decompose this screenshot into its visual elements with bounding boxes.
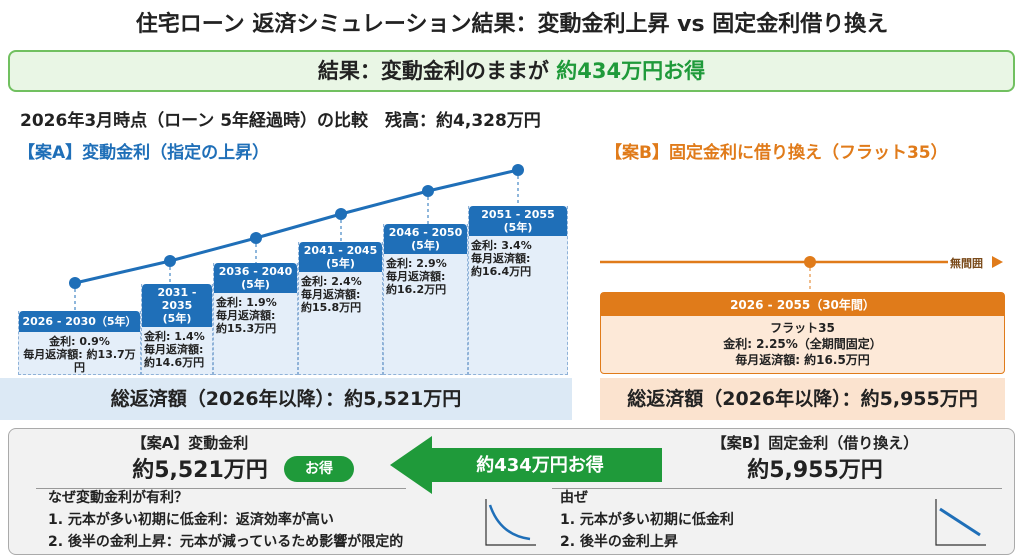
reason-heading: 由ぜ	[560, 490, 588, 506]
savings-badge: お得	[284, 456, 354, 482]
step-rate: 金利: 2.4%	[301, 275, 362, 288]
step-monthly: 約13.7万円	[74, 348, 136, 374]
plan-b-product: フラット35	[770, 321, 835, 335]
result-highlight: 約434万円お得	[556, 59, 706, 83]
step-2036-2040: 2036 - 2040 (5年) 金利: 1.9% 毎月返済額: 約15.3万円	[213, 263, 298, 375]
step-rate: 金利: 2.9%	[386, 257, 447, 270]
comparison-subtitle: 2026年3月時点（ローン 5年経過時）の比較 残高：約4,328万円	[20, 111, 541, 131]
reason-item: 2. 後半の金利上昇	[560, 534, 678, 550]
step-years: (5年)	[162, 312, 192, 325]
reason-item: 1. 元本が多い初期に低金利：返済効率が高い	[48, 512, 334, 528]
step-monthly-label: 毎月返済額:	[216, 309, 276, 322]
plan-a-total: 総返済額（2026年以降）：約5,521万円	[0, 378, 572, 420]
step-monthly: 約15.3万円	[216, 322, 277, 335]
savings-arrow-label: 約434万円お得	[476, 455, 604, 476]
step-years: (5年)	[411, 239, 440, 252]
step-period: 2046 - 2050	[388, 226, 463, 239]
step-period: 2031 - 2035	[157, 286, 197, 312]
step-rate: 金利: 1.9%	[216, 296, 277, 309]
step-rate: 金利: 0.9%	[49, 335, 110, 348]
summary-b-amount: 約5,955万円	[747, 458, 883, 483]
step-years: (5年)	[326, 257, 355, 270]
step-monthly-label: 毎月返済額:	[23, 348, 83, 361]
savings-arrow	[390, 436, 662, 494]
timeline-label: 無間囲	[950, 257, 983, 270]
arrow-right-icon	[992, 256, 1003, 268]
divider	[552, 488, 1002, 489]
step-monthly-label: 毎月返済額:	[301, 288, 361, 301]
summary-a-amount: 約5,521万円	[132, 458, 268, 483]
step-monthly: 約15.8万円	[301, 301, 362, 314]
summary-a-label: 【案A】変動金利	[131, 434, 249, 452]
linear-decline-icon	[935, 499, 986, 546]
step-monthly-label: 毎月返済額:	[386, 270, 446, 283]
reason-heading: なぜ変動金利が有利？	[48, 490, 188, 506]
step-period: 2036 - 2040	[218, 265, 293, 278]
step-monthly: 約16.2万円	[386, 283, 447, 296]
plan-b-rate: 金利: 2.25%（全期間固定）	[723, 337, 882, 351]
page-title: 住宅ローン 返済シミュレーション結果：変動金利上昇 vs 固定金利借り換え	[135, 12, 889, 37]
step-period: 2041 - 2045	[303, 244, 378, 257]
step-period: 2026 - 2030（5年）	[19, 311, 140, 332]
plan-b-label: 【案B】固定金利に借り換え（フラット35）	[605, 143, 948, 163]
summary-b-label: 【案B】固定金利（借り換え）	[711, 434, 919, 452]
step-monthly-label: 毎月返済額:	[471, 252, 531, 265]
divider	[36, 488, 406, 489]
plan-b-total: 総返済額（2026年以降）：約5,955万円	[600, 378, 1005, 420]
step-2051-2055: 2051 - 2055 (5年) 金利: 3.4% 毎月返済額: 約16.4万円	[468, 206, 568, 375]
step-rate: 金利: 3.4%	[471, 239, 532, 252]
step-monthly: 約16.4万円	[471, 265, 532, 278]
step-period: 2051 - 2055	[481, 208, 555, 221]
step-rate: 金利: 1.4%	[144, 330, 205, 343]
plan-b-period: 2026 - 2055（30年間）	[601, 293, 1004, 316]
step-2031-2035: 2031 - 2035 (5年) 金利: 1.4% 毎月返済額: 約14.6万円	[141, 284, 213, 375]
step-2026-2030: 2026 - 2030（5年） 金利: 0.9% 毎月返済額: 約13.7万円	[18, 311, 141, 375]
step-monthly: 約14.6万円	[144, 356, 205, 369]
step-2041-2045: 2041 - 2045 (5年) 金利: 2.4% 毎月返済額: 約15.8万円	[298, 242, 383, 375]
step-monthly-label: 毎月返済額:	[144, 343, 204, 356]
step-2046-2050: 2046 - 2050 (5年) 金利: 2.9% 毎月返済額: 約16.2万円	[383, 224, 468, 375]
result-prefix: 結果：変動金利のままが	[317, 59, 549, 83]
result-banner: 結果：変動金利のままが 約434万円お得	[8, 50, 1015, 92]
reason-item: 1. 元本が多い初期に低金利	[560, 512, 734, 528]
step-years: (5年)	[241, 278, 270, 291]
decreasing-curve-icon	[485, 499, 536, 546]
plan-b-box: 2026 - 2055（30年間） フラット35 金利: 2.25%（全期間固定） 毎…	[600, 292, 1005, 374]
reason-item: 2. 後半の金利上昇：元本が減っているため影響が限定的	[48, 534, 404, 550]
plan-a-label: 【案A】変動金利（指定の上昇）	[18, 143, 270, 163]
rate-trend-line	[69, 164, 1003, 311]
plan-a-reasons: なぜ変動金利が有利？ 1. 元本が多い初期に低金利：返済効率が高い 2. 後半の金利…	[48, 487, 403, 553]
plan-b-monthly: 毎月返済額: 約16.5万円	[735, 353, 870, 367]
plan-b-reasons: 由ぜ 1. 元本が多い初期に低金利 2. 後半の金利上昇	[560, 487, 734, 553]
step-years: (5年)	[503, 221, 533, 234]
